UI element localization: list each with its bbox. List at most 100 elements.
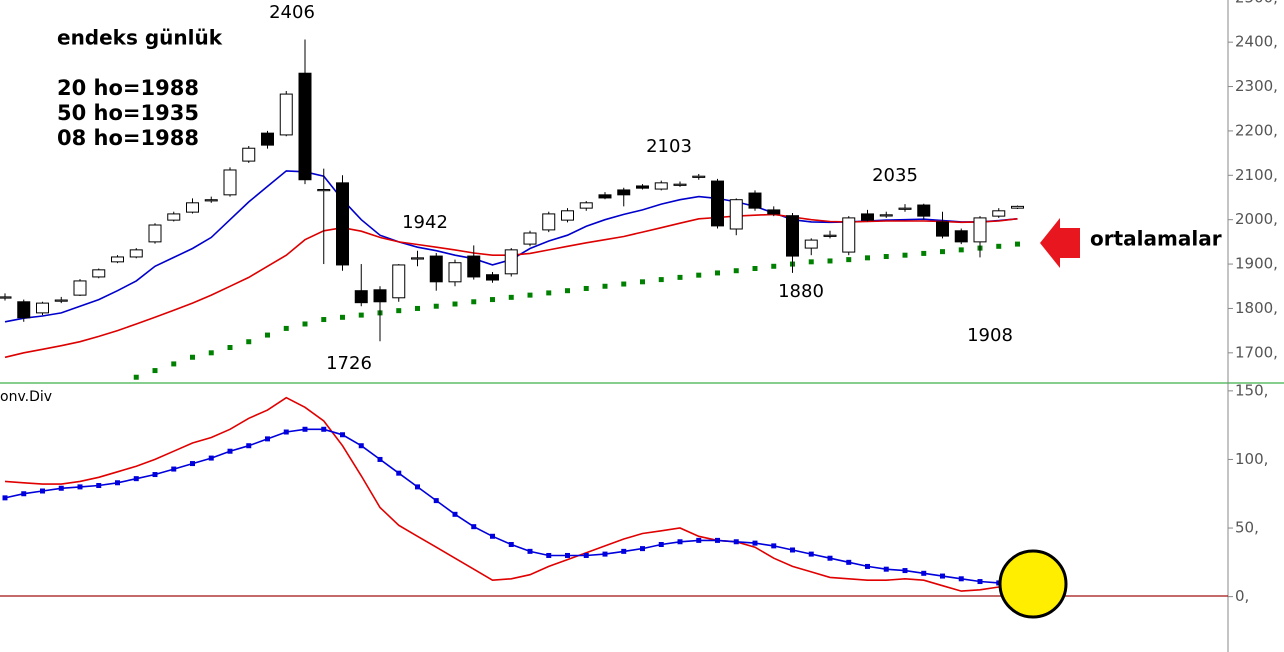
average-dot: [996, 243, 1002, 249]
average-dot: [715, 270, 720, 276]
average-dot: [658, 277, 664, 283]
y-tick-label: 0,: [1235, 587, 1249, 605]
indicator-marker: [471, 524, 477, 530]
indicator-marker: [808, 551, 814, 557]
average-dot: [283, 325, 289, 331]
candle-body: [298, 72, 312, 181]
annotation: 1726: [326, 353, 372, 374]
candle-body: [898, 207, 912, 210]
candle-body: [879, 214, 893, 217]
indicator-marker: [565, 552, 570, 558]
candle-body: [186, 202, 199, 213]
indicator-marker: [902, 568, 908, 574]
average-dot: [321, 317, 327, 323]
indicator-marker: [302, 426, 308, 432]
y-tick-label: 1800,: [1235, 299, 1278, 317]
candle-body: [767, 209, 781, 215]
indicator-marker: [208, 455, 214, 461]
average-dot: [827, 258, 833, 264]
average-dot: [152, 368, 158, 374]
candle-body: [786, 215, 799, 257]
average-dot: [208, 350, 214, 356]
average-dot: [190, 354, 195, 360]
y-tick-label: 100,: [1235, 450, 1268, 468]
candle-body: [804, 239, 818, 249]
indicator-marker: [171, 466, 177, 472]
indicator-marker: [152, 472, 158, 478]
candle-body: [617, 189, 631, 196]
average-dot: [846, 257, 852, 263]
average-dot: [696, 272, 702, 278]
indicator-panel: [2, 396, 1020, 592]
indicator-marker: [583, 552, 589, 558]
average-dot: [771, 263, 777, 269]
average-dot: [171, 361, 177, 367]
candle-body: [973, 217, 987, 243]
candle-body: [729, 199, 743, 230]
candle-body: [748, 192, 762, 209]
y-tick-label: 2000,: [1235, 210, 1278, 228]
average-dot: [433, 303, 439, 309]
candle-body: [279, 93, 293, 136]
indicator-marker: [96, 483, 102, 489]
candle-body: [673, 183, 687, 186]
candle-body: [504, 249, 518, 275]
y-tick-label: 2200,: [1235, 121, 1278, 139]
average-dot: [546, 290, 552, 296]
average-dot: [640, 279, 645, 285]
annotation: 2035: [872, 165, 918, 186]
indicator-marker: [2, 495, 8, 501]
indicator-marker: [358, 443, 364, 449]
indicator-marker: [265, 436, 270, 442]
indicator-marker: [396, 470, 402, 476]
average-dot: [302, 321, 308, 327]
indicator-marker: [677, 539, 683, 545]
panel-title: onv.Div: [0, 389, 52, 405]
note: 50 ho=1935: [57, 101, 199, 125]
candle-body: [429, 255, 443, 283]
indicator-marker: [546, 552, 552, 558]
candle-body: [954, 230, 968, 243]
indicator-marker: [865, 563, 870, 569]
annotation: 1942: [402, 212, 448, 233]
indicator-marker: [246, 443, 252, 449]
average-dot: [508, 294, 514, 300]
indicator-marker: [508, 542, 514, 547]
candle-body: [354, 290, 368, 304]
average-dot: [396, 308, 402, 314]
indicator-marker: [490, 533, 495, 539]
candle-body: [823, 234, 837, 237]
candle-body: [579, 202, 593, 209]
candle-body: [336, 182, 349, 266]
chart-title: endeks günlük: [57, 26, 223, 50]
indicator-marker: [827, 555, 833, 561]
average-dot: [415, 305, 420, 311]
average-dot: [602, 283, 608, 289]
average-dot: [565, 288, 570, 294]
indicator-marker: [415, 484, 420, 490]
candle-body: [711, 180, 724, 227]
y-tick-label: 2300,: [1235, 77, 1278, 95]
candle-body: [636, 185, 649, 189]
y-tick-label: 1900,: [1235, 255, 1278, 273]
average-dot: [471, 299, 477, 305]
indicator-marker: [715, 537, 720, 543]
indicator-marker: [227, 448, 233, 454]
average-dot: [246, 339, 252, 345]
annotation: 2406: [269, 2, 315, 23]
average-dot: [921, 250, 927, 256]
indicator-marker: [321, 426, 327, 432]
indicator-marker: [340, 432, 345, 438]
candle-body: [392, 264, 406, 299]
candle-body: [936, 221, 949, 237]
average-dot: [340, 314, 345, 320]
average-dot: [621, 281, 627, 287]
indicator-marker: [977, 579, 983, 585]
y-tick-label: 50,: [1235, 519, 1259, 537]
annotation: 1908: [967, 325, 1013, 346]
indicator-marker: [433, 498, 439, 504]
average-dot: [752, 265, 758, 271]
candle-body: [523, 232, 537, 245]
